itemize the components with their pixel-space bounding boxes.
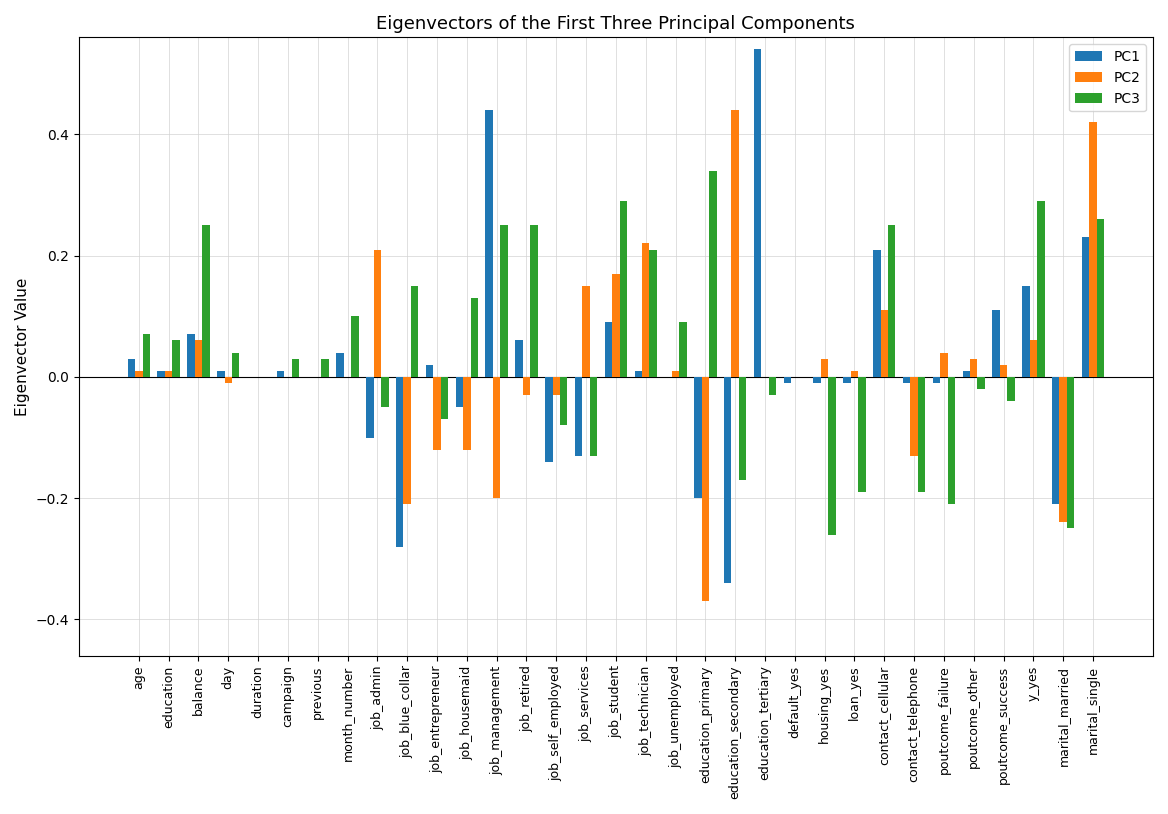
- Bar: [456, 377, 463, 407]
- Bar: [411, 286, 418, 377]
- Bar: [403, 377, 411, 504]
- Bar: [881, 310, 888, 377]
- Bar: [530, 225, 537, 377]
- Bar: [1059, 377, 1066, 523]
- Bar: [649, 250, 656, 377]
- Bar: [552, 377, 559, 395]
- Bar: [1022, 286, 1030, 377]
- Bar: [173, 340, 180, 377]
- Bar: [828, 377, 836, 535]
- Bar: [292, 359, 299, 377]
- Bar: [1066, 377, 1075, 528]
- Bar: [1037, 201, 1044, 377]
- Bar: [724, 377, 731, 583]
- Bar: [1052, 377, 1059, 504]
- Bar: [321, 359, 329, 377]
- Bar: [165, 371, 173, 377]
- Bar: [381, 377, 389, 407]
- Bar: [813, 377, 821, 383]
- Bar: [471, 298, 478, 377]
- Bar: [858, 377, 865, 492]
- Title: Eigenvectors of the First Three Principal Components: Eigenvectors of the First Three Principa…: [376, 15, 855, 33]
- Bar: [978, 377, 985, 389]
- Bar: [523, 377, 530, 395]
- Bar: [583, 286, 590, 377]
- Bar: [545, 377, 552, 462]
- Bar: [619, 201, 627, 377]
- Bar: [694, 377, 702, 498]
- Bar: [680, 322, 687, 377]
- Bar: [993, 310, 1000, 377]
- Bar: [702, 377, 709, 602]
- Bar: [1007, 377, 1015, 401]
- Bar: [918, 377, 925, 492]
- Bar: [158, 371, 165, 377]
- Bar: [709, 171, 716, 377]
- Bar: [1097, 219, 1104, 377]
- Bar: [910, 377, 918, 456]
- Bar: [962, 371, 969, 377]
- Bar: [850, 371, 858, 377]
- Bar: [1082, 238, 1090, 377]
- Bar: [463, 377, 471, 449]
- Bar: [135, 371, 142, 377]
- Bar: [433, 377, 440, 449]
- Bar: [933, 377, 940, 383]
- Bar: [559, 377, 568, 426]
- Bar: [396, 377, 403, 547]
- Bar: [352, 317, 359, 377]
- Legend: PC1, PC2, PC3: PC1, PC2, PC3: [1069, 44, 1146, 112]
- Bar: [142, 335, 150, 377]
- Bar: [731, 110, 739, 377]
- Bar: [753, 50, 762, 377]
- Bar: [769, 377, 777, 395]
- Bar: [1000, 365, 1007, 377]
- Y-axis label: Eigenvector Value: Eigenvector Value: [15, 278, 30, 416]
- Bar: [821, 359, 828, 377]
- Bar: [575, 377, 583, 456]
- Bar: [784, 377, 791, 383]
- Bar: [1090, 122, 1097, 377]
- Bar: [940, 352, 947, 377]
- Bar: [634, 371, 642, 377]
- Bar: [1030, 340, 1037, 377]
- Bar: [277, 371, 284, 377]
- Bar: [947, 377, 955, 504]
- Bar: [224, 377, 232, 383]
- Bar: [232, 352, 239, 377]
- Bar: [202, 225, 209, 377]
- Bar: [612, 274, 619, 377]
- Bar: [426, 365, 433, 377]
- Bar: [739, 377, 746, 480]
- Bar: [500, 225, 508, 377]
- Bar: [493, 377, 500, 498]
- Bar: [486, 110, 493, 377]
- Bar: [195, 340, 202, 377]
- Bar: [590, 377, 597, 456]
- Bar: [843, 377, 850, 383]
- Bar: [872, 250, 881, 377]
- Bar: [374, 250, 381, 377]
- Bar: [336, 352, 343, 377]
- Bar: [440, 377, 449, 419]
- Bar: [642, 243, 649, 377]
- Bar: [187, 335, 195, 377]
- Bar: [672, 371, 680, 377]
- Bar: [515, 340, 523, 377]
- Bar: [366, 377, 374, 437]
- Bar: [127, 359, 135, 377]
- Bar: [903, 377, 910, 383]
- Bar: [969, 359, 978, 377]
- Bar: [888, 225, 896, 377]
- Bar: [605, 322, 612, 377]
- Bar: [217, 371, 224, 377]
